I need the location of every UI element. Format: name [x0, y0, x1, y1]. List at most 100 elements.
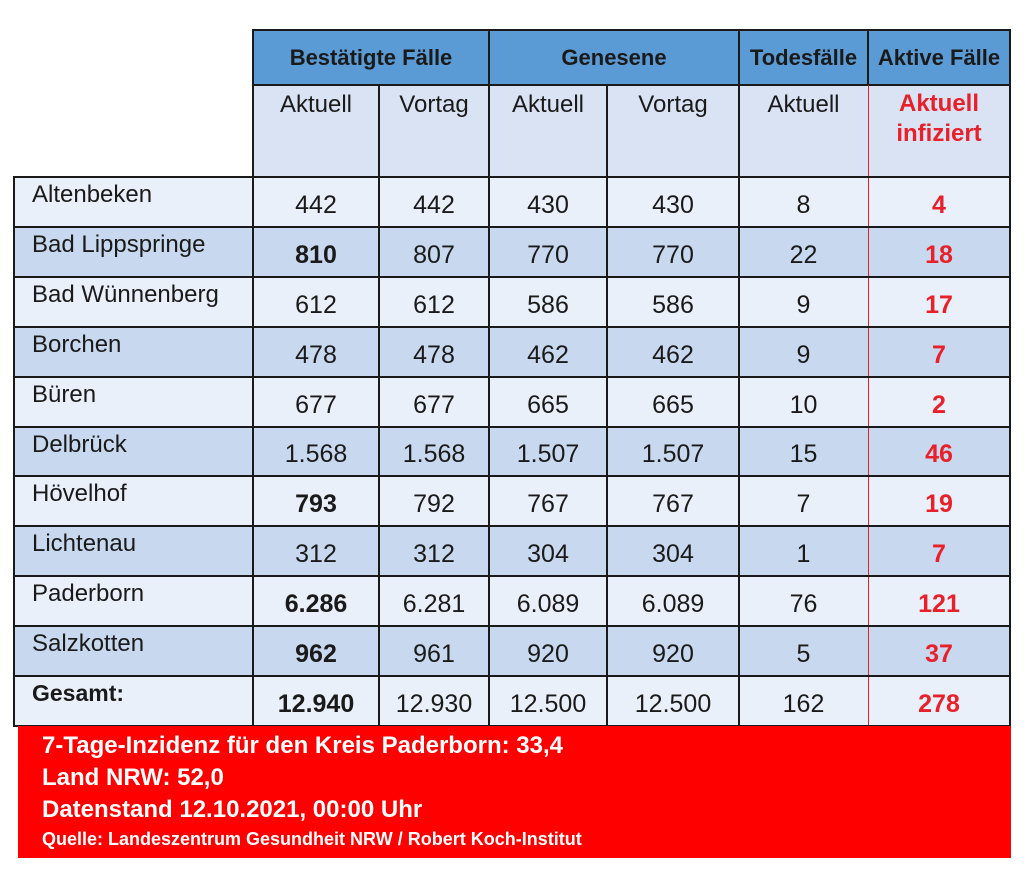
subheader-confirmed-current: Aktuell [253, 85, 379, 177]
total-recovered-cell: 12.500 [489, 676, 607, 726]
row-active-cell: 7 [868, 526, 1010, 576]
row-active-cell: 121 [868, 576, 1010, 626]
grid-line-left [13, 176, 15, 726]
row-recovered-prev-cell: 430 [607, 177, 739, 227]
total-confirmed-prev-cell: 12.930 [379, 676, 489, 726]
row-deaths-cell: 8 [739, 177, 868, 227]
row-confirmed-cell: 962 [253, 626, 379, 676]
grid-line-row [13, 176, 1011, 178]
row-name-cell: Delbrück [14, 427, 253, 476]
row-recovered-cell: 304 [489, 526, 607, 576]
row-deaths-cell: 1 [739, 526, 868, 576]
grid-line-row [13, 625, 1011, 627]
grid-line-header [252, 84, 1011, 86]
row-name-cell: Salzkotten [14, 626, 253, 676]
grid-line-column [378, 85, 380, 726]
subheader-active-line2: infiziert [896, 120, 982, 147]
row-confirmed-cell: 793 [253, 476, 379, 526]
row-recovered-cell: 430 [489, 177, 607, 227]
header-confirmed: Bestätigte Fälle [253, 30, 489, 85]
grid-line-top [252, 29, 1011, 31]
row-active-cell: 37 [868, 626, 1010, 676]
total-deaths-cell: 162 [739, 676, 868, 726]
row-confirmed-prev-cell: 1.568 [379, 427, 489, 476]
row-confirmed-cell: 677 [253, 377, 379, 427]
grid-line-row [13, 226, 1011, 228]
row-deaths-cell: 5 [739, 626, 868, 676]
row-name-cell: Lichtenau [14, 526, 253, 576]
grid-line-column [488, 85, 490, 726]
subheader-active: Aktuell infiziert [868, 85, 1010, 177]
row-recovered-prev-cell: 6.089 [607, 576, 739, 626]
total-confirmed-cell: 12.940 [253, 676, 379, 726]
grid-line-row [13, 376, 1011, 378]
row-name-cell: Borchen [14, 327, 253, 377]
total-name-cell: Gesamt: [14, 676, 253, 726]
row-confirmed-prev-cell: 442 [379, 177, 489, 227]
row-confirmed-cell: 478 [253, 327, 379, 377]
row-recovered-cell: 767 [489, 476, 607, 526]
row-recovered-prev-cell: 767 [607, 476, 739, 526]
row-active-cell: 2 [868, 377, 1010, 427]
row-name-cell: Hövelhof [14, 476, 253, 526]
row-confirmed-cell: 1.568 [253, 427, 379, 476]
row-recovered-cell: 920 [489, 626, 607, 676]
row-recovered-cell: 770 [489, 227, 607, 277]
row-confirmed-cell: 612 [253, 277, 379, 327]
grid-line-row [13, 675, 1011, 677]
row-confirmed-cell: 442 [253, 177, 379, 227]
row-confirmed-prev-cell: 612 [379, 277, 489, 327]
row-confirmed-prev-cell: 792 [379, 476, 489, 526]
source-line: Quelle: Landeszentrum Gesundheit NRW / R… [42, 829, 582, 849]
row-recovered-prev-cell: 770 [607, 227, 739, 277]
row-deaths-cell: 76 [739, 576, 868, 626]
row-recovered-prev-cell: 665 [607, 377, 739, 427]
row-active-cell: 18 [868, 227, 1010, 277]
row-active-cell: 4 [868, 177, 1010, 227]
subheader-deaths-current: Aktuell [739, 85, 868, 177]
row-name-cell: Paderborn [14, 576, 253, 626]
row-active-cell: 7 [868, 327, 1010, 377]
grid-line-row [13, 575, 1011, 577]
header-recovered: Genesene [489, 30, 739, 85]
row-recovered-cell: 6.089 [489, 576, 607, 626]
grid-line-column [606, 85, 608, 726]
row-deaths-cell: 10 [739, 377, 868, 427]
grid-line-header-column [488, 29, 490, 85]
row-recovered-prev-cell: 1.507 [607, 427, 739, 476]
row-confirmed-prev-cell: 961 [379, 626, 489, 676]
state-incidence-line: Land NRW: 52,0 [42, 764, 224, 791]
grid-line-active-column [868, 85, 869, 726]
grid-line-row [13, 326, 1011, 328]
row-recovered-cell: 1.507 [489, 427, 607, 476]
row-confirmed-prev-cell: 478 [379, 327, 489, 377]
row-deaths-cell: 22 [739, 227, 868, 277]
grid-line-column [738, 85, 740, 726]
row-recovered-prev-cell: 462 [607, 327, 739, 377]
row-active-cell: 46 [868, 427, 1010, 476]
row-name-cell: Bad Wünnenberg [14, 277, 253, 327]
row-active-cell: 17 [868, 277, 1010, 327]
incidence-line: 7-Tage-Inzidenz für den Kreis Paderborn:… [42, 732, 563, 759]
grid-line-row [13, 276, 1011, 278]
row-recovered-prev-cell: 304 [607, 526, 739, 576]
subheader-confirmed-previous: Vortag [379, 85, 489, 177]
total-active-cell: 278 [868, 676, 1010, 726]
row-recovered-cell: 586 [489, 277, 607, 327]
grid-line-header-column [867, 29, 869, 85]
row-confirmed-prev-cell: 312 [379, 526, 489, 576]
row-confirmed-cell: 312 [253, 526, 379, 576]
total-recovered-prev-cell: 12.500 [607, 676, 739, 726]
row-recovered-prev-cell: 920 [607, 626, 739, 676]
row-confirmed-cell: 810 [253, 227, 379, 277]
row-recovered-cell: 665 [489, 377, 607, 427]
row-active-cell: 19 [868, 476, 1010, 526]
row-deaths-cell: 15 [739, 427, 868, 476]
grid-line-row [13, 475, 1011, 477]
row-deaths-cell: 9 [739, 277, 868, 327]
row-recovered-cell: 462 [489, 327, 607, 377]
header-deaths: Todesfälle [739, 30, 868, 85]
info-box: 7-Tage-Inzidenz für den Kreis Paderborn:… [18, 726, 1011, 858]
data-date-line: Datenstand 12.10.2021, 00:00 Uhr [42, 796, 423, 823]
